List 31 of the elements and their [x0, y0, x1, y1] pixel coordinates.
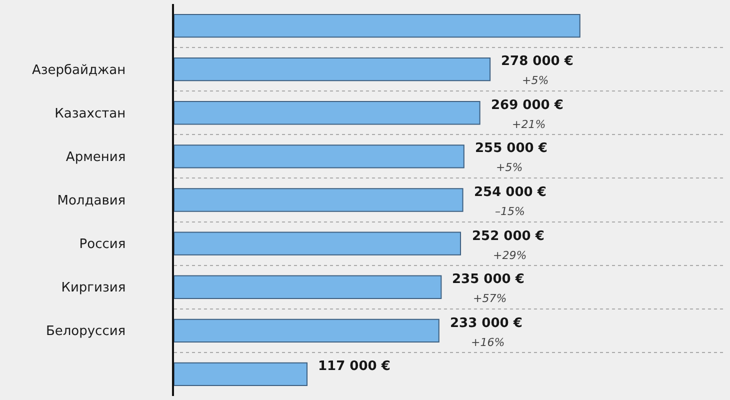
y-tick-label: Белоруссия	[46, 324, 126, 340]
bar	[174, 318, 440, 342]
data-label: 255 000 €	[475, 141, 548, 156]
bar	[174, 232, 462, 256]
bar	[174, 14, 580, 38]
y-tick-label: Азербайджан	[32, 62, 126, 78]
y-tick-label: Молдавия	[57, 194, 126, 209]
data-label: 235 000 €	[452, 272, 524, 287]
bar	[174, 101, 480, 125]
bar	[174, 275, 442, 299]
y-tick-label: Россия	[79, 237, 126, 252]
bar	[174, 362, 308, 386]
bar	[174, 144, 464, 168]
annotation: +16%	[471, 336, 505, 349]
annotation: –15%	[495, 205, 525, 218]
data-label: 254 000 €	[474, 185, 546, 200]
y-tick-label: Армения	[66, 150, 126, 165]
annotation: +21%	[512, 118, 546, 131]
annotation: +29%	[493, 249, 527, 262]
annotation: +57%	[473, 292, 507, 305]
data-label: 117 000 €	[318, 359, 390, 374]
y-tick-label: Казахстан	[54, 106, 126, 122]
data-label: 233 000 €	[450, 316, 522, 331]
y-tick-label: Киргизия	[61, 280, 126, 296]
annotation: +5%	[522, 74, 549, 87]
bar	[174, 188, 464, 212]
data-label: 278 000 €	[501, 54, 574, 69]
data-label: 252 000 €	[472, 229, 544, 244]
annotation: +5%	[496, 161, 523, 174]
bar	[174, 58, 491, 82]
data-label: 269 000 €	[491, 98, 564, 113]
